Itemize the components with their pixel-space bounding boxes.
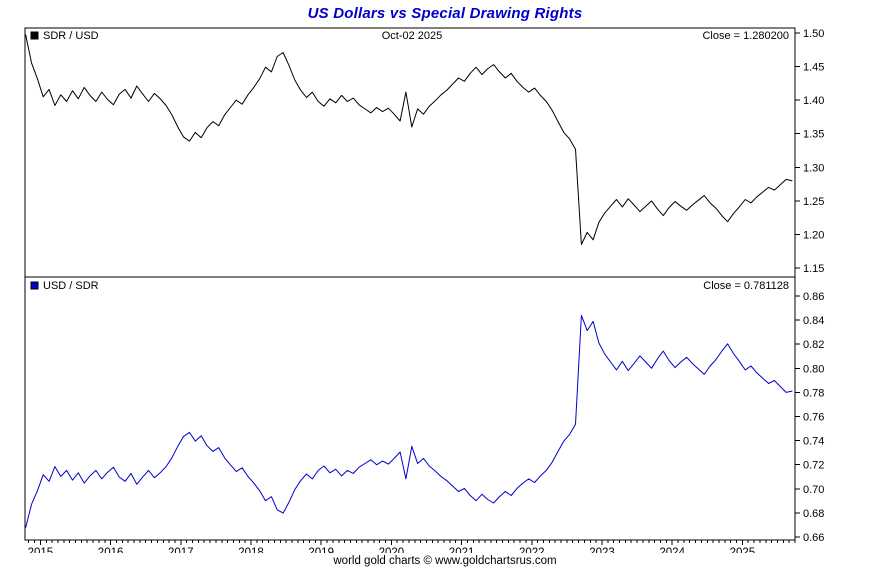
svg-text:0.72: 0.72 xyxy=(803,460,824,472)
svg-text:1.45: 1.45 xyxy=(803,62,824,74)
svg-text:2019: 2019 xyxy=(308,547,334,553)
legend-label-sdr-usd: SDR / USD xyxy=(43,30,99,42)
svg-text:0.76: 0.76 xyxy=(803,412,824,424)
svg-text:0.68: 0.68 xyxy=(803,508,824,520)
svg-text:0.80: 0.80 xyxy=(803,363,824,375)
svg-text:0.66: 0.66 xyxy=(803,532,824,544)
svg-text:2016: 2016 xyxy=(98,547,124,553)
svg-text:1.35: 1.35 xyxy=(803,129,824,141)
svg-text:0.74: 0.74 xyxy=(803,436,824,448)
legend-swatch-usd-sdr-icon xyxy=(30,281,39,290)
footer-credit: world gold charts © www.goldchartsrus.co… xyxy=(333,555,557,567)
svg-text:2020: 2020 xyxy=(379,547,405,553)
svg-text:1.40: 1.40 xyxy=(803,95,824,107)
close-label-sdr-usd: Close = 1.280200 xyxy=(702,30,789,42)
svg-text:2017: 2017 xyxy=(168,547,194,553)
svg-text:0.70: 0.70 xyxy=(803,484,824,496)
svg-text:1.30: 1.30 xyxy=(803,162,824,174)
y-axis-bottom-panel: 0.86 0.84 0.82 0.80 0.78 0.76 0.74 0.72 0.70 0.68… xyxy=(795,291,824,544)
svg-text:1.25: 1.25 xyxy=(803,196,824,208)
chart-svg: 1.501.451.401.351.301.251.201.15 0.860.8… xyxy=(24,27,824,553)
y-axis-top-panel: 1.50 1.45 1.40 1.35 1.30 1.25 1.20 1.15 xyxy=(795,28,824,275)
series-line-sdr-usd xyxy=(25,34,793,245)
x-axis-year-ticks: 2015 2016 2017 2018 2019 2020 2021 2022 2023 2024… xyxy=(28,540,756,553)
svg-text:1.15: 1.15 xyxy=(803,263,824,275)
close-label-usd-sdr: Close = 0.781128 xyxy=(703,280,789,292)
svg-text:2015: 2015 xyxy=(28,547,54,553)
svg-text:2025: 2025 xyxy=(730,547,756,553)
svg-text:2022: 2022 xyxy=(519,547,545,553)
chart-frame xyxy=(24,27,796,541)
svg-text:1.50: 1.50 xyxy=(803,28,824,40)
x-axis-minor-ticks xyxy=(28,540,796,543)
date-label: Oct-02 2025 xyxy=(382,30,443,42)
svg-text:0.86: 0.86 xyxy=(803,291,824,303)
svg-text:1.20: 1.20 xyxy=(803,229,824,241)
svg-text:0.84: 0.84 xyxy=(803,315,824,327)
svg-text:2024: 2024 xyxy=(659,547,685,553)
svg-text:0.78: 0.78 xyxy=(803,387,824,399)
svg-text:2021: 2021 xyxy=(449,547,475,553)
svg-text:0.82: 0.82 xyxy=(803,339,824,351)
series-line-usd-sdr xyxy=(25,314,793,528)
legend-swatch-sdr-usd-icon xyxy=(30,31,39,40)
svg-text:2018: 2018 xyxy=(238,547,264,553)
chart-title: US Dollars vs Special Drawing Rights xyxy=(307,5,583,22)
svg-text:2023: 2023 xyxy=(589,547,615,553)
legend-label-usd-sdr: USD / SDR xyxy=(43,280,99,292)
